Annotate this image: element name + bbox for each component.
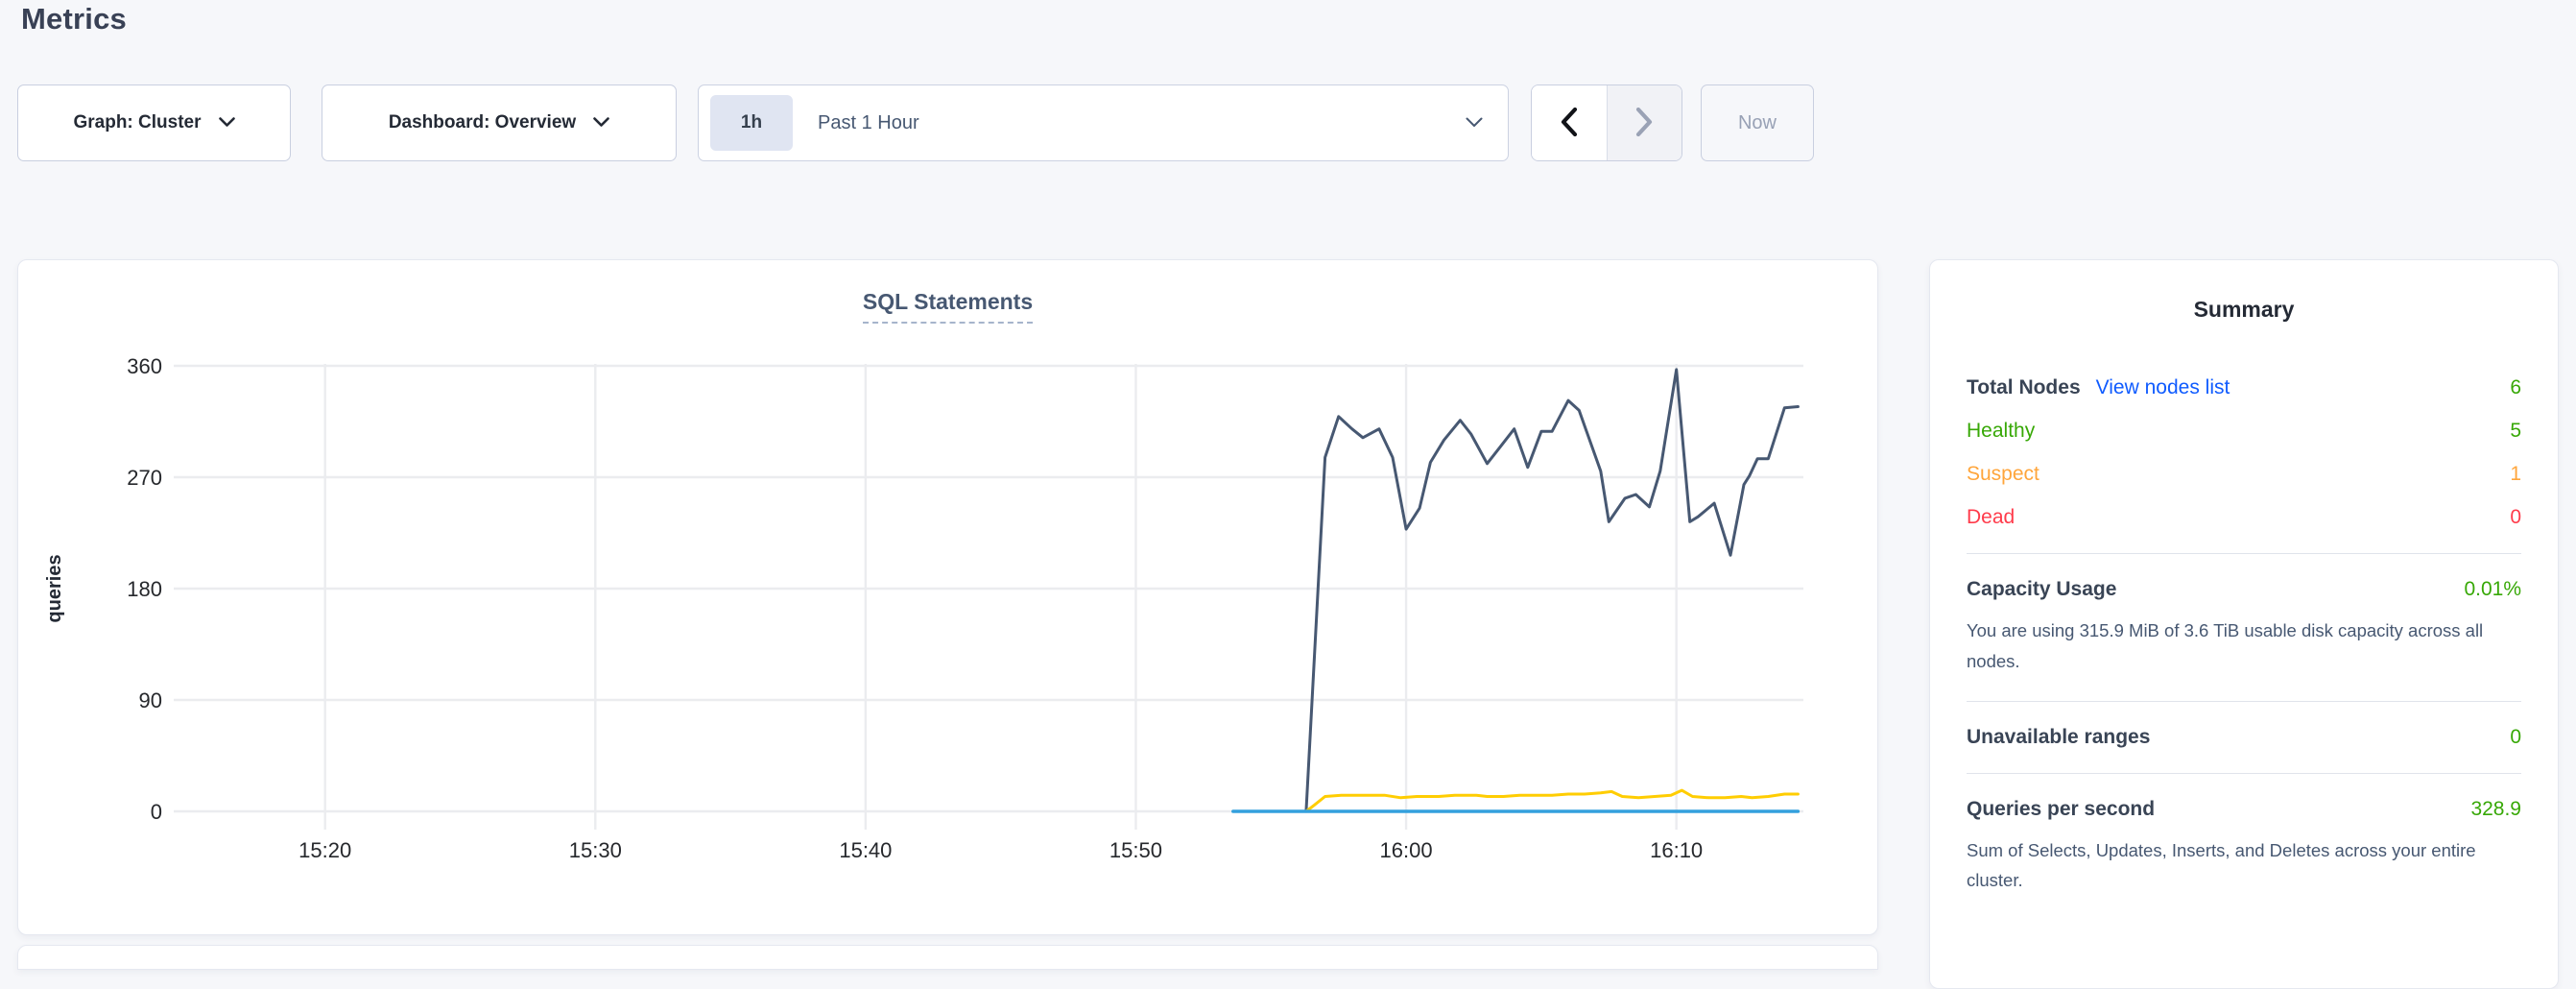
capacity-usage-row: Capacity Usage 0.01% <box>1967 578 2521 601</box>
dead-label: Dead <box>1967 506 2015 528</box>
chevron-left-icon <box>1561 107 1578 139</box>
svg-text:270: 270 <box>127 466 162 490</box>
chevron-down-icon <box>1466 112 1483 133</box>
summary-divider <box>1967 700 2521 702</box>
chart-title[interactable]: SQL Statements <box>862 289 1034 324</box>
queries-per-second-value: 328.9 <box>2470 797 2521 820</box>
svg-text:180: 180 <box>127 577 162 601</box>
capacity-usage-value: 0.01% <box>2464 578 2521 600</box>
next-timespan-button[interactable] <box>1606 85 1682 160</box>
page-title: Metrics <box>21 2 127 36</box>
graph-dropdown[interactable]: Graph: Cluster <box>17 84 291 161</box>
suspect-nodes-row: Suspect 1 <box>1967 463 2521 486</box>
svg-text:0: 0 <box>151 800 162 824</box>
dead-value: 0 <box>2510 506 2521 528</box>
queries-per-second-row: Queries per second 328.9 <box>1967 798 2521 821</box>
chevron-right-icon <box>1635 107 1653 139</box>
timespan-pager <box>1531 84 1682 161</box>
summary-divider <box>1967 772 2521 774</box>
svg-text:16:00: 16:00 <box>1380 838 1433 862</box>
healthy-label: Healthy <box>1967 420 2036 442</box>
summary-divider <box>1967 553 2521 554</box>
dashboard-dropdown-label: Dashboard: Overview <box>388 112 577 133</box>
dashboard-dropdown[interactable]: Dashboard: Overview <box>322 84 677 161</box>
chart-title-wrap: SQL Statements <box>18 289 1877 324</box>
total-nodes-label: Total Nodes <box>1967 376 2081 398</box>
capacity-usage-description: You are using 315.9 MiB of 3.6 TiB usabl… <box>1967 620 2484 671</box>
summary-title: Summary <box>2193 297 2295 322</box>
healthy-nodes-row: Healthy 5 <box>1967 420 2521 443</box>
svg-text:15:40: 15:40 <box>839 838 892 862</box>
total-nodes-row: Total Nodes View nodes list 6 <box>1967 376 2521 399</box>
unavailable-ranges-label: Unavailable ranges <box>1967 725 2151 748</box>
queries-per-second-description: Sum of Selects, Updates, Inserts, and De… <box>1967 839 2476 891</box>
suspect-label: Suspect <box>1967 463 2039 485</box>
svg-text:90: 90 <box>139 688 162 712</box>
sql-statements-chart[interactable]: 0 90 180 270 360 15:20 15:30 15:40 15:50 16:00 16:… <box>18 260 1877 934</box>
svg-text:360: 360 <box>127 354 162 378</box>
time-window-label: Past 1 Hour <box>818 111 919 133</box>
chevron-down-icon <box>593 112 609 133</box>
now-button[interactable]: Now <box>1701 84 1814 161</box>
next-chart-card-edge <box>17 945 1878 970</box>
chevron-down-icon <box>218 112 235 133</box>
svg-text:queries: queries <box>44 554 65 622</box>
total-nodes-value: 6 <box>2510 376 2521 398</box>
svg-text:15:20: 15:20 <box>298 838 351 862</box>
healthy-value: 5 <box>2510 420 2521 442</box>
series-statements-yellow <box>1304 788 1800 813</box>
series-statements-dark-navy <box>1304 368 1800 813</box>
suspect-value: 1 <box>2510 463 2521 485</box>
time-window-badge: 1h <box>710 95 793 151</box>
svg-text:15:30: 15:30 <box>569 838 622 862</box>
summary-panel: Summary Total Nodes View nodes list 6 He… <box>1929 259 2559 989</box>
dead-nodes-row: Dead 0 <box>1967 506 2521 529</box>
unavailable-ranges-value: 0 <box>2510 725 2521 748</box>
capacity-usage-label: Capacity Usage <box>1967 578 2117 600</box>
svg-text:16:10: 16:10 <box>1650 838 1703 862</box>
previous-timespan-button[interactable] <box>1532 85 1607 160</box>
sql-statements-chart-card: SQL Statements 0 90 180 270 360 15:20 15:30 15:… <box>17 259 1878 935</box>
unavailable-ranges-row: Unavailable ranges 0 <box>1967 726 2521 749</box>
graph-dropdown-label: Graph: Cluster <box>73 112 202 133</box>
svg-text:15:50: 15:50 <box>1109 838 1162 862</box>
view-nodes-list-link[interactable]: View nodes list <box>2095 376 2230 398</box>
queries-per-second-label: Queries per second <box>1967 797 2156 820</box>
time-window-selector[interactable]: 1h Past 1 Hour <box>698 84 1509 161</box>
